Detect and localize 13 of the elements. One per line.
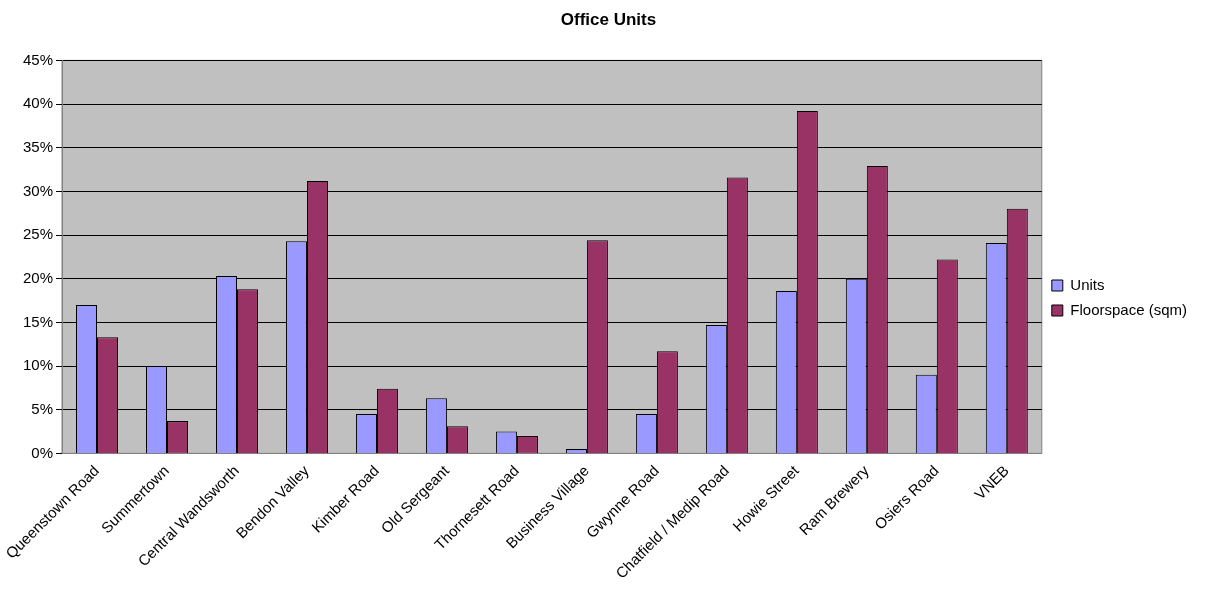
chart-title: Office Units bbox=[560, 9, 657, 29]
legend-label: Units bbox=[1070, 275, 1105, 293]
y-tick-label: 25% bbox=[22, 225, 54, 243]
y-tick-label: 35% bbox=[22, 137, 54, 155]
y-tick-label: 10% bbox=[22, 356, 54, 374]
y-tick-label: 15% bbox=[22, 312, 54, 330]
y-tick-label: 5% bbox=[31, 399, 54, 417]
y-tick-label: 0% bbox=[31, 443, 54, 461]
y-tick-label: 30% bbox=[22, 181, 54, 199]
y-tick-label: 40% bbox=[22, 94, 54, 112]
y-tick-label: 20% bbox=[22, 268, 54, 286]
legend-label: Floorspace (sqm) bbox=[1070, 300, 1188, 318]
y-tick-label: 45% bbox=[22, 50, 54, 68]
